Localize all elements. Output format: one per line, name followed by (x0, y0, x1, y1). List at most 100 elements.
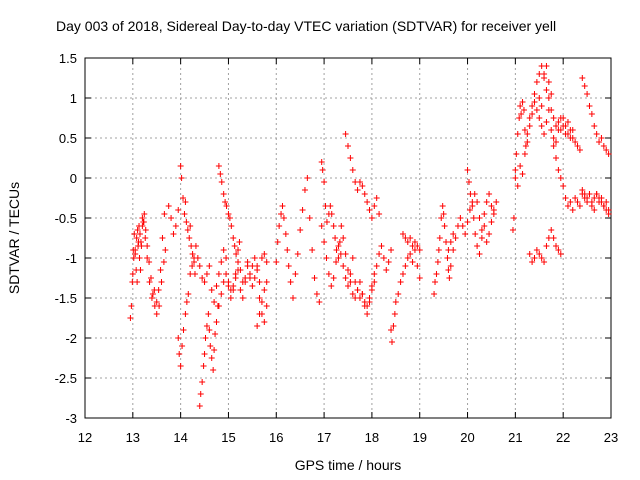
data-point (311, 275, 318, 281)
data-point (128, 303, 135, 309)
data-point (218, 179, 225, 185)
data-point (444, 255, 451, 261)
data-point (263, 303, 270, 309)
data-point (142, 227, 149, 233)
data-point (452, 235, 459, 241)
data-point (254, 263, 261, 269)
data-point (467, 191, 474, 197)
data-point (175, 207, 182, 213)
data-point (520, 107, 527, 113)
data-point (517, 103, 524, 109)
y-tick-label: -3 (65, 411, 77, 426)
data-point (336, 239, 343, 245)
data-point (581, 83, 588, 89)
data-point (533, 79, 540, 85)
y-tick-label: 1.5 (59, 51, 77, 66)
data-point (232, 271, 239, 277)
data-point (529, 103, 536, 109)
data-point (483, 199, 490, 205)
data-point (184, 227, 191, 233)
data-point (203, 323, 210, 329)
data-point (215, 271, 222, 277)
data-point (251, 255, 258, 261)
data-point (256, 279, 263, 285)
data-point (476, 251, 483, 257)
data-point (349, 167, 356, 173)
data-point (541, 259, 548, 265)
data-point (416, 275, 423, 281)
data-point (588, 199, 595, 205)
data-point (225, 211, 232, 217)
data-point (273, 259, 280, 265)
data-point (284, 247, 291, 253)
data-point (366, 295, 373, 301)
data-point (541, 131, 548, 137)
data-point (603, 199, 610, 205)
data-point (139, 215, 146, 221)
data-point (361, 191, 368, 197)
data-point (584, 91, 591, 97)
data-point (146, 279, 153, 285)
data-point (285, 263, 292, 269)
data-point (481, 211, 488, 217)
data-point (562, 131, 569, 137)
data-point (519, 171, 526, 177)
data-point (330, 223, 337, 229)
y-tick-label: 0.5 (59, 131, 77, 146)
x-tick-label: 19 (412, 430, 426, 445)
data-point (440, 211, 447, 217)
data-point (548, 91, 555, 97)
data-point (478, 235, 485, 241)
data-point (488, 203, 495, 209)
data-point (548, 227, 555, 233)
data-point (354, 187, 361, 193)
data-point (591, 123, 598, 129)
data-point (183, 299, 190, 305)
data-point (521, 127, 528, 133)
data-point (137, 267, 144, 273)
data-point (557, 251, 564, 257)
data-point (576, 203, 583, 209)
data-point (514, 183, 521, 189)
data-point (153, 299, 160, 305)
data-point (280, 215, 287, 221)
data-point (158, 279, 165, 285)
data-point (206, 327, 213, 333)
data-point (237, 287, 244, 293)
data-point (378, 243, 385, 249)
data-point (207, 343, 214, 349)
data-point (388, 339, 395, 345)
data-point (481, 223, 488, 229)
data-point (144, 255, 151, 261)
data-point (258, 255, 265, 261)
data-point (230, 235, 237, 241)
data-point (402, 263, 409, 269)
data-point (233, 251, 240, 257)
data-point (203, 271, 210, 277)
data-point (550, 115, 557, 121)
data-point (436, 235, 443, 241)
data-point (340, 235, 347, 241)
data-point (574, 199, 581, 205)
data-point (254, 323, 261, 329)
data-point (274, 239, 281, 245)
data-point (364, 311, 371, 317)
data-point (519, 99, 526, 105)
x-tick-label: 17 (317, 430, 331, 445)
data-point (222, 199, 229, 205)
data-point (550, 135, 557, 141)
data-point (579, 75, 586, 81)
data-point (404, 255, 411, 261)
data-point (531, 91, 538, 97)
data-point (330, 275, 337, 281)
data-point (130, 255, 137, 261)
data-point (474, 243, 481, 249)
data-point (342, 275, 349, 281)
data-point (278, 211, 285, 217)
data-point (435, 247, 442, 253)
data-point (340, 263, 347, 269)
data-point (187, 271, 194, 277)
data-point (261, 251, 268, 257)
data-point (292, 271, 299, 277)
